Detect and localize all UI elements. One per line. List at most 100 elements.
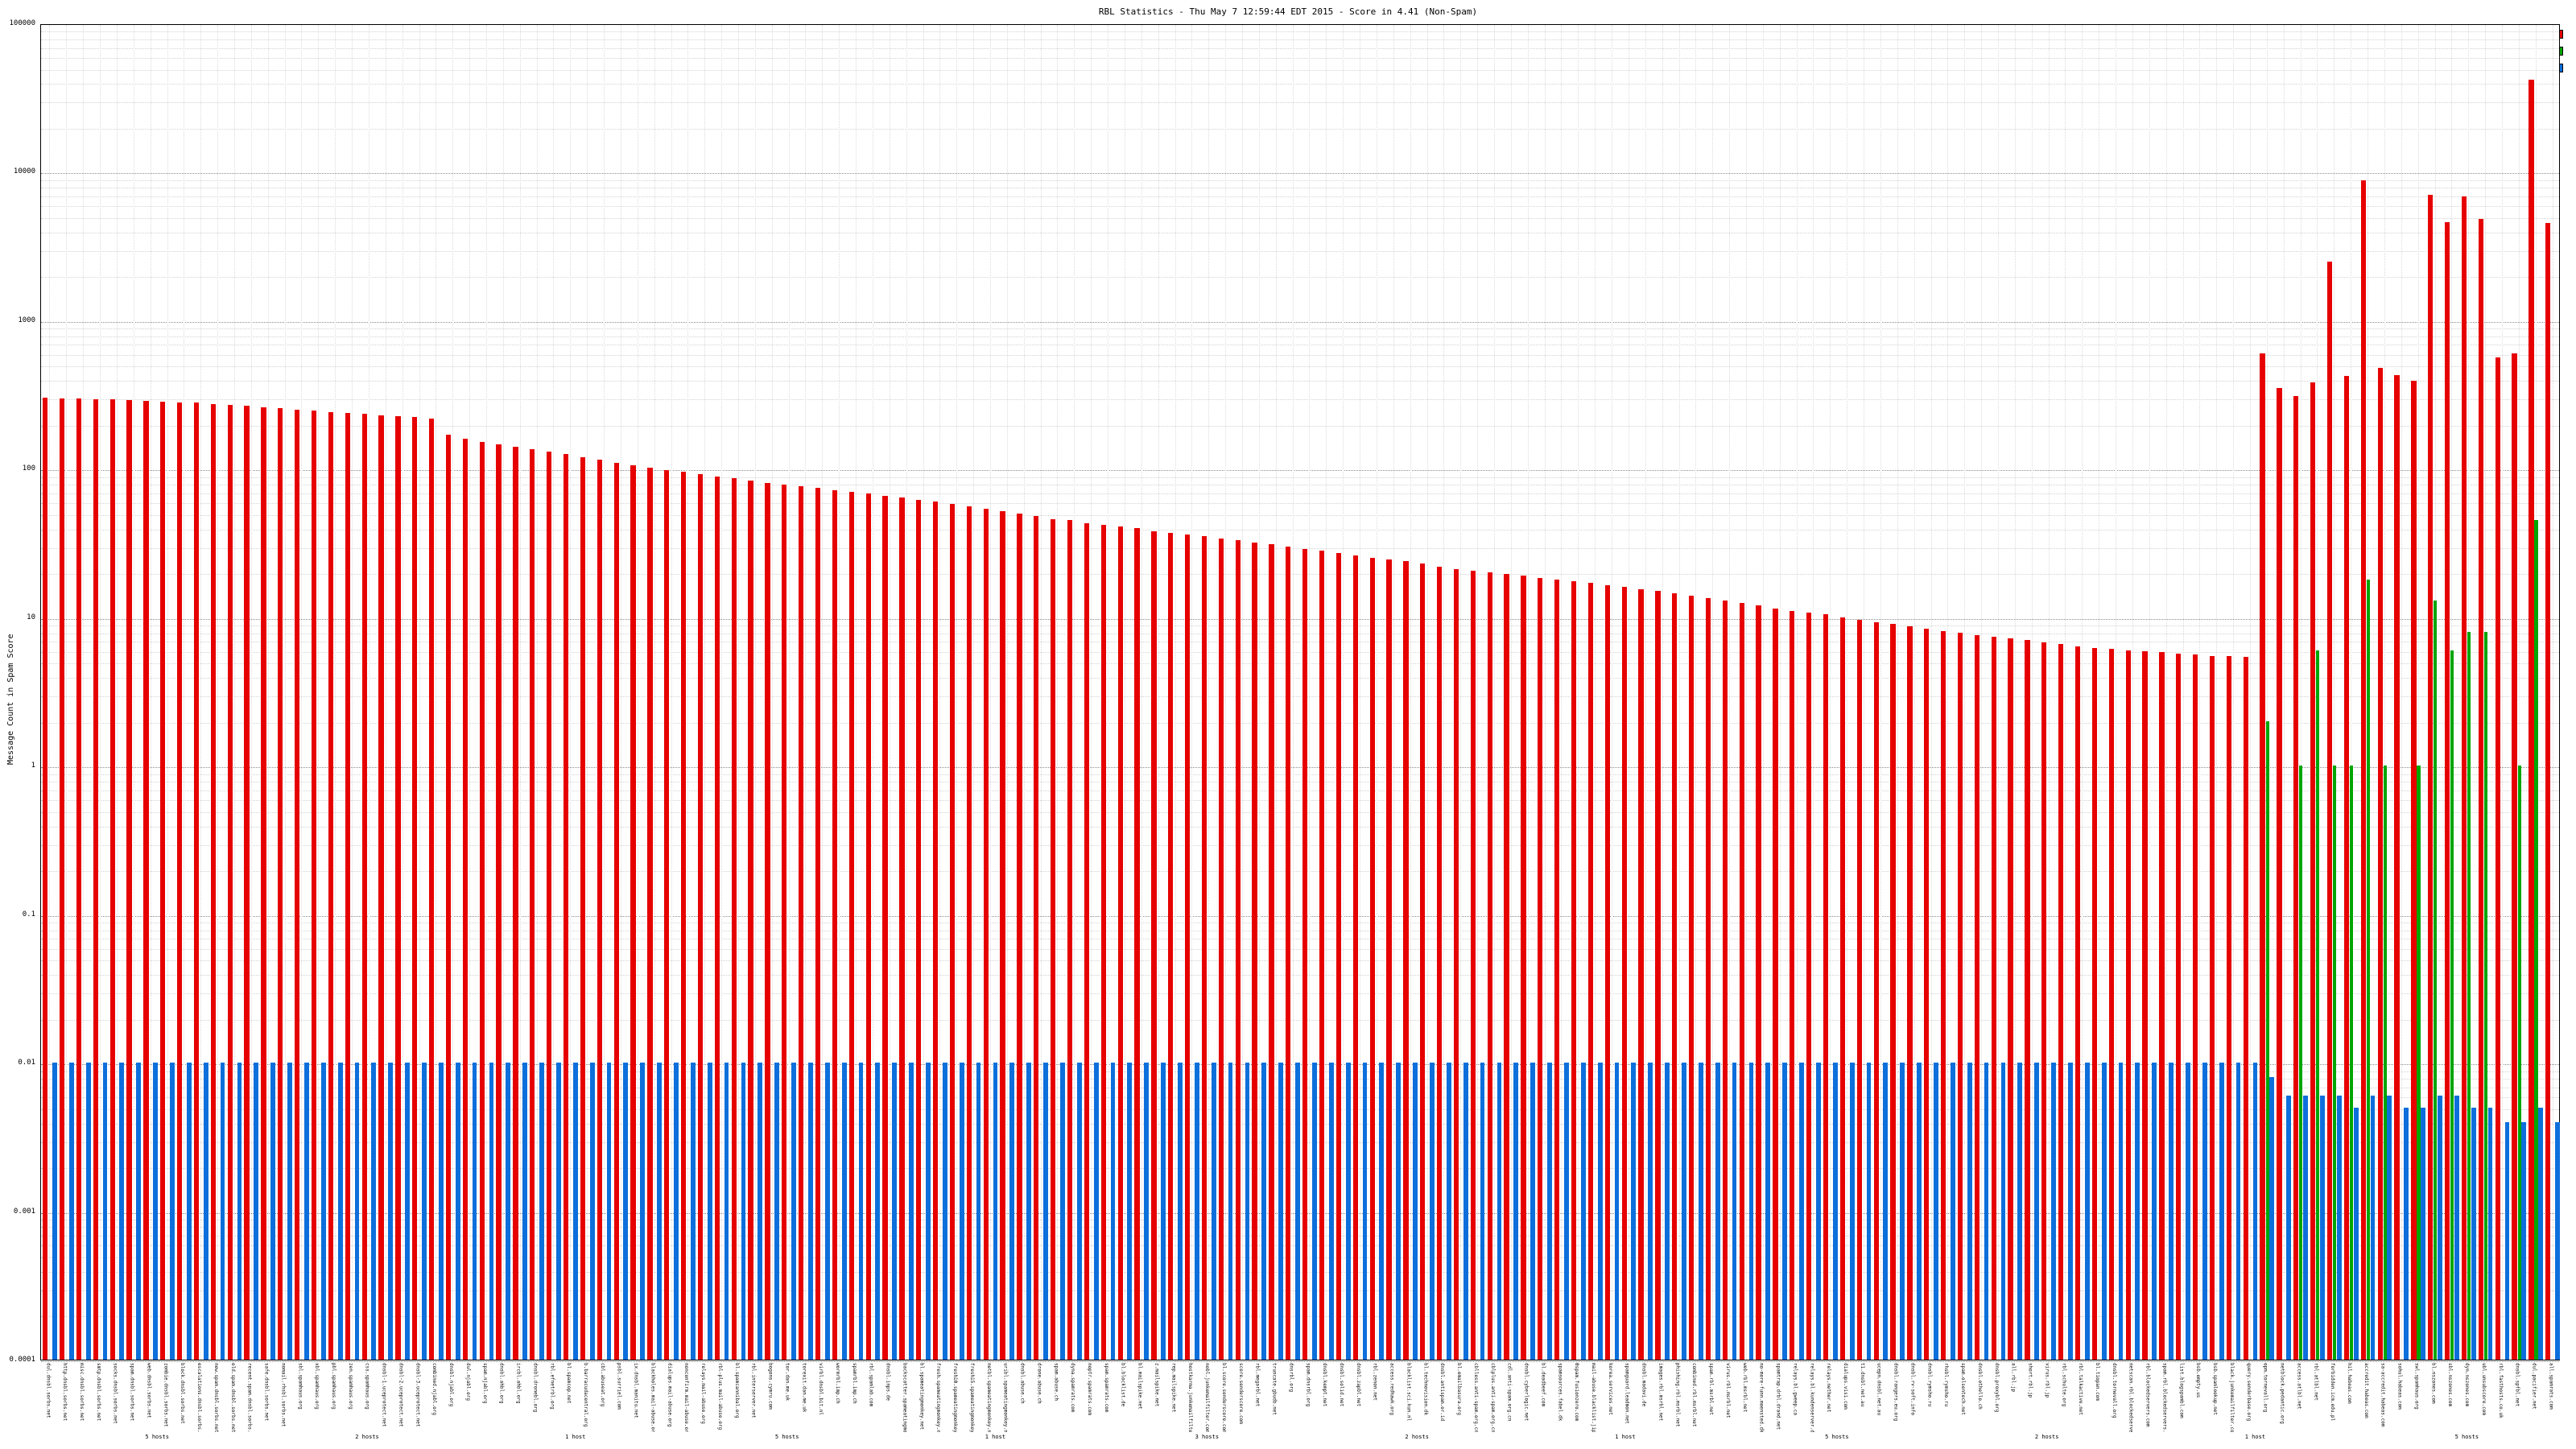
h-gridline — [41, 69, 2559, 71]
v-gridline — [250, 25, 252, 1360]
v-gridline — [200, 25, 202, 1360]
bar-not-spam — [613, 462, 619, 1360]
x-tick-label: black.junkemailfilter.com — [2228, 1363, 2235, 1432]
bar-not-spam — [93, 398, 98, 1360]
bar-score — [2186, 1063, 2190, 1360]
bar-not-spam — [1352, 555, 1358, 1360]
bar-spam — [2383, 766, 2387, 1360]
v-gridline — [704, 25, 706, 1360]
x-tick-label: spamtrap.drbl.drand.net — [1775, 1363, 1781, 1430]
h-gridline — [41, 800, 2559, 802]
x-tick-label: bl.technovision.dk — [1422, 1363, 1429, 1416]
h-gridline — [41, 277, 2559, 279]
bar-score — [422, 1063, 427, 1360]
h-gridline — [41, 1361, 2559, 1362]
x-tick-label: accredit.habeas.com — [2363, 1363, 2369, 1418]
x-tick-label: fresh.spameatingmonkey.net — [935, 1363, 942, 1432]
bar-not-spam — [580, 456, 586, 1360]
bar-not-spam — [563, 454, 569, 1360]
x-tick-label: dnsbl.madavi.de — [1641, 1363, 1647, 1407]
x-tick-label: sbl.nszones.com — [2447, 1363, 2454, 1407]
v-gridline — [419, 25, 420, 1360]
v-gridline — [2417, 25, 2419, 1360]
bar-score — [2067, 1063, 2073, 1360]
bar-not-spam — [1286, 546, 1291, 1360]
h-gridline — [41, 102, 2559, 104]
x-footer-label: 3 hosts — [1195, 1434, 1220, 1440]
v-gridline — [536, 25, 538, 1360]
bar-score — [993, 1063, 998, 1360]
bar-score — [2135, 1063, 2140, 1360]
bar-not-spam — [832, 489, 838, 1360]
x-tick-label: xbl.spamhaus.org — [314, 1363, 320, 1410]
bar-not-spam — [1941, 630, 1946, 1360]
bar-not-spam — [2108, 649, 2114, 1360]
bar-score — [1043, 1063, 1048, 1360]
bar-not-spam — [697, 474, 704, 1360]
bar-score — [1009, 1063, 1015, 1360]
bar-score — [1597, 1063, 1603, 1360]
bar-score — [455, 1063, 460, 1360]
y-tick-label: 0.1 — [22, 910, 35, 919]
bar-score — [405, 1063, 410, 1360]
bar-score — [1967, 1063, 1972, 1360]
bar-spam — [2450, 650, 2454, 1360]
bar-not-spam — [848, 491, 854, 1360]
bar-score — [2252, 1063, 2258, 1360]
v-gridline — [1141, 25, 1142, 1360]
bar-score — [2303, 1096, 2308, 1360]
bar-not-spam — [1806, 612, 1812, 1360]
bar-score — [220, 1063, 225, 1360]
v-gridline — [1997, 25, 1999, 1360]
x-tick-label: opm.tornevall.org — [2262, 1363, 2268, 1413]
x-tick-label: 0spam.fusionzero.com — [1574, 1363, 1580, 1422]
bar-score — [1194, 1063, 1199, 1360]
bar-score — [807, 1063, 813, 1360]
h-gridline — [41, 871, 2559, 873]
h-gridline — [41, 826, 2559, 828]
v-gridline — [352, 25, 353, 1360]
x-tick-label: spam.rbl.blockedservers.com — [2161, 1363, 2168, 1432]
bar-score — [1076, 1063, 1082, 1360]
bar-not-spam — [899, 497, 905, 1360]
v-gridline — [485, 25, 487, 1360]
x-tick-label: netbl.spameatingmonkey.net — [985, 1363, 992, 1432]
bar-not-spam — [2193, 654, 2198, 1360]
bar-not-spam — [1823, 613, 1829, 1360]
x-tick-label: rbl.spamlab.com — [868, 1363, 874, 1407]
x-tick-label: dnsbl.cyberlogic.net — [1523, 1363, 1530, 1422]
bar-not-spam — [43, 398, 48, 1360]
x-footer-label: 1 host — [565, 1434, 586, 1440]
bar-score — [875, 1063, 881, 1360]
x-tick-label: dyna.spamrats.com — [1070, 1363, 1076, 1413]
v-gridline — [989, 25, 991, 1360]
bar-not-spam — [2176, 653, 2182, 1360]
bar-not-spam — [1100, 524, 1106, 1360]
bar-not-spam — [2445, 221, 2450, 1360]
bar-score — [1748, 1063, 1754, 1360]
x-tick-label: fresh15.spameatingmonkey.net — [968, 1363, 975, 1432]
v-gridline — [1796, 25, 1798, 1360]
x-tick-label: rbl.interserver.net — [750, 1363, 757, 1418]
bar-score — [1413, 1063, 1418, 1360]
y-tick-label: 10000 — [13, 167, 35, 176]
bar-score — [572, 1063, 578, 1360]
h-gridline — [41, 1064, 2559, 1066]
h-gridline — [41, 321, 2559, 323]
bar-not-spam — [328, 411, 334, 1360]
y-tick-label: 1000 — [18, 316, 35, 324]
v-gridline — [217, 25, 219, 1360]
x-tick-label: hil.habeas.com — [2346, 1363, 2352, 1404]
bar-score — [254, 1063, 259, 1360]
bar-not-spam — [1487, 572, 1492, 1360]
bar-score — [85, 1063, 91, 1360]
x-tick-label: sohul.habeas.com — [2396, 1363, 2403, 1410]
bar-not-spam — [2394, 374, 2400, 1360]
bar-score — [522, 1063, 528, 1360]
h-gridline — [41, 1168, 2559, 1170]
bar-score — [959, 1063, 964, 1360]
x-tick-label: bsb.spamlookup.net — [2212, 1363, 2219, 1416]
x-axis: dul.dnsbl.sorbs.net http.dnsbl.sorbs.net m… — [40, 1363, 2560, 1432]
x-tick-label: psbl.surriel.com — [616, 1363, 622, 1410]
v-gridline — [469, 25, 471, 1360]
